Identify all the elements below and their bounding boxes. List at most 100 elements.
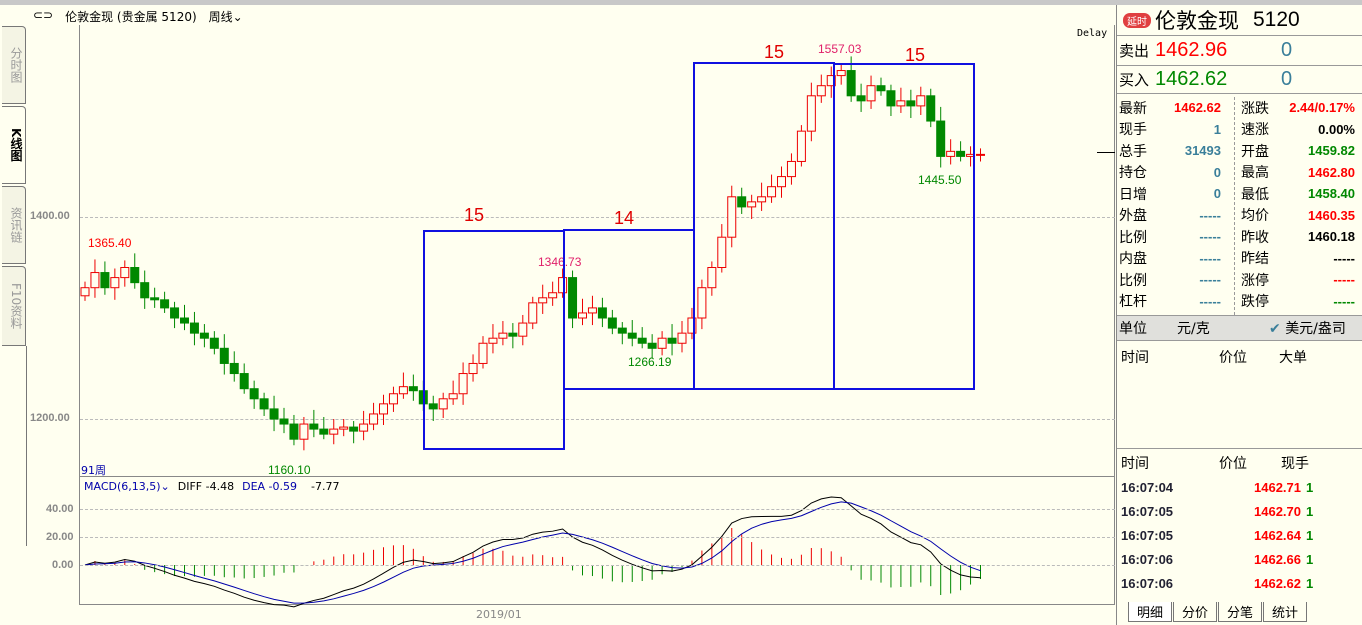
stat-value: ----- — [1333, 272, 1355, 288]
window-top-border — [0, 0, 1362, 5]
candle-body — [140, 282, 150, 299]
quote-stats-right: 涨跌 2.44/0.17% 速涨 0.00% 开盘 1459.82 最高 1462.80 最低 1… — [1235, 97, 1361, 315]
col-volume: 现手 — [1281, 456, 1309, 472]
stat-label: 均价 — [1241, 208, 1269, 225]
tick-time: 16:07:05 — [1121, 503, 1174, 519]
stat-label: 总手 — [1119, 143, 1147, 160]
tab-price[interactable]: 分价 — [1173, 602, 1217, 622]
candle-body — [926, 95, 936, 122]
unit-option-usd-oz[interactable]: ✔ 美元/盎司 — [1269, 321, 1346, 337]
link-icon[interactable]: ⊂⊃ — [33, 8, 54, 22]
candle-body — [269, 408, 279, 420]
macd-y-tick: 20.00 — [46, 531, 74, 543]
candle-body — [936, 120, 946, 157]
tick-price: 1462.71 — [1254, 479, 1301, 495]
quote-stat: 持仓 0 — [1117, 162, 1234, 184]
check-icon: ✔ — [1269, 321, 1281, 337]
period-dropdown[interactable]: 周线⌄ — [208, 10, 243, 24]
box-label: 15 — [905, 45, 926, 65]
candle-body — [100, 272, 110, 289]
candle-body — [209, 337, 219, 349]
candle-body — [767, 186, 777, 198]
candle-body — [667, 337, 677, 344]
candle-body — [170, 307, 180, 319]
stat-value: ----- — [1333, 293, 1355, 309]
tab-f10[interactable]: F10资料 — [2, 266, 26, 346]
candle-body — [239, 373, 249, 390]
candle-body — [309, 423, 319, 430]
candle-body — [80, 287, 90, 297]
quote-stat: 涨跌 2.44/0.17% — [1239, 97, 1361, 119]
candle-body — [219, 347, 229, 364]
ask-label: 卖出 — [1119, 42, 1150, 60]
count-box — [423, 230, 565, 450]
y-tick: 1400.00 — [30, 210, 70, 222]
candle-body — [578, 312, 587, 319]
candle-body — [160, 299, 170, 309]
macd-header: MACD(6,13,5)⌄ DIFF -4.48 DEA -0.59 -7.77 — [84, 480, 339, 493]
gridline — [80, 537, 1115, 538]
box-label: 14 — [614, 208, 635, 228]
candle-body — [568, 277, 578, 319]
stat-label: 杠杆 — [1119, 294, 1147, 311]
macd-value: -7.77 — [311, 480, 340, 493]
candle-body — [558, 277, 568, 294]
delay-badge: 延时 — [1123, 12, 1151, 28]
candle-body — [518, 322, 528, 337]
stat-label: 比例 — [1119, 229, 1147, 246]
tick-price: 1462.66 — [1254, 551, 1301, 567]
candle-body — [607, 317, 617, 329]
stat-label: 最低 — [1241, 186, 1269, 203]
candle-body — [826, 75, 836, 87]
gridline — [80, 565, 1115, 566]
tab-trades[interactable]: 分笔 — [1218, 602, 1262, 622]
candle-body — [777, 176, 786, 188]
count-box — [693, 62, 835, 390]
tick-list: 16:07:04 1462.71 1 16:07:05 1462.70 1 16:07:05… — [1117, 471, 1362, 595]
stat-label: 昨收 — [1241, 229, 1269, 246]
delay-label: Delay — [1077, 28, 1108, 39]
tick-volume: 1 — [1306, 503, 1314, 519]
candle-body — [747, 201, 757, 208]
macd-indicator-dropdown[interactable]: MACD(6,13,5)⌄ — [84, 480, 170, 493]
tab-stats[interactable]: 统计 — [1263, 602, 1307, 622]
stat-value: ----- — [1199, 229, 1221, 245]
candle-body — [379, 403, 388, 415]
candle-body — [976, 153, 985, 156]
stat-value: 1460.18 — [1308, 229, 1355, 245]
quote-stat: 开盘 1459.82 — [1239, 140, 1361, 162]
stat-value: 31493 — [1184, 143, 1221, 159]
macd-diff: DIFF -4.48 — [177, 480, 235, 493]
candle-body — [627, 332, 637, 339]
unit-option-cny-gram[interactable]: 元/克 — [1177, 321, 1210, 337]
candle-body — [647, 342, 657, 349]
col-price: 价位 — [1219, 350, 1247, 366]
stat-label: 最高 — [1241, 165, 1269, 182]
candle-body — [498, 332, 508, 339]
tab-news[interactable]: 资讯链 — [2, 186, 26, 264]
tick-price: 1462.70 — [1254, 503, 1301, 519]
tab-detail[interactable]: 明细 — [1128, 602, 1172, 622]
quote-stat: 现手 1 — [1117, 119, 1234, 141]
tick-row: 16:07:04 1462.71 1 — [1117, 475, 1362, 499]
candle-body — [229, 362, 239, 375]
candle-body — [906, 100, 916, 107]
tab-intraday[interactable]: 分时图 — [2, 26, 26, 104]
candle-body — [806, 95, 816, 132]
tick-time: 16:07:06 — [1121, 575, 1174, 591]
chart-header: ⊂⊃ 伦敦金现 (贵金属 5120) 周线⌄ — [33, 8, 243, 25]
quote-stat: 内盘 ----- — [1117, 248, 1234, 270]
quote-stat: 外盘 ----- — [1117, 205, 1234, 227]
stat-label: 涨跌 — [1241, 100, 1269, 117]
tick-header: 时间 价位 现手 — [1117, 449, 1362, 472]
candle-body — [528, 302, 538, 324]
diff-line — [84, 496, 981, 608]
candle-body — [946, 150, 956, 157]
x-label: 2019/01 — [476, 608, 522, 621]
tick-row: 16:07:06 1462.62 1 — [1117, 571, 1362, 595]
candle-body — [130, 267, 140, 284]
macd-y-tick: 40.00 — [46, 503, 74, 515]
candle-body — [448, 393, 458, 400]
tab-kline[interactable]: K线图 — [2, 106, 26, 184]
tick-row: 16:07:05 1462.64 1 — [1117, 523, 1362, 547]
